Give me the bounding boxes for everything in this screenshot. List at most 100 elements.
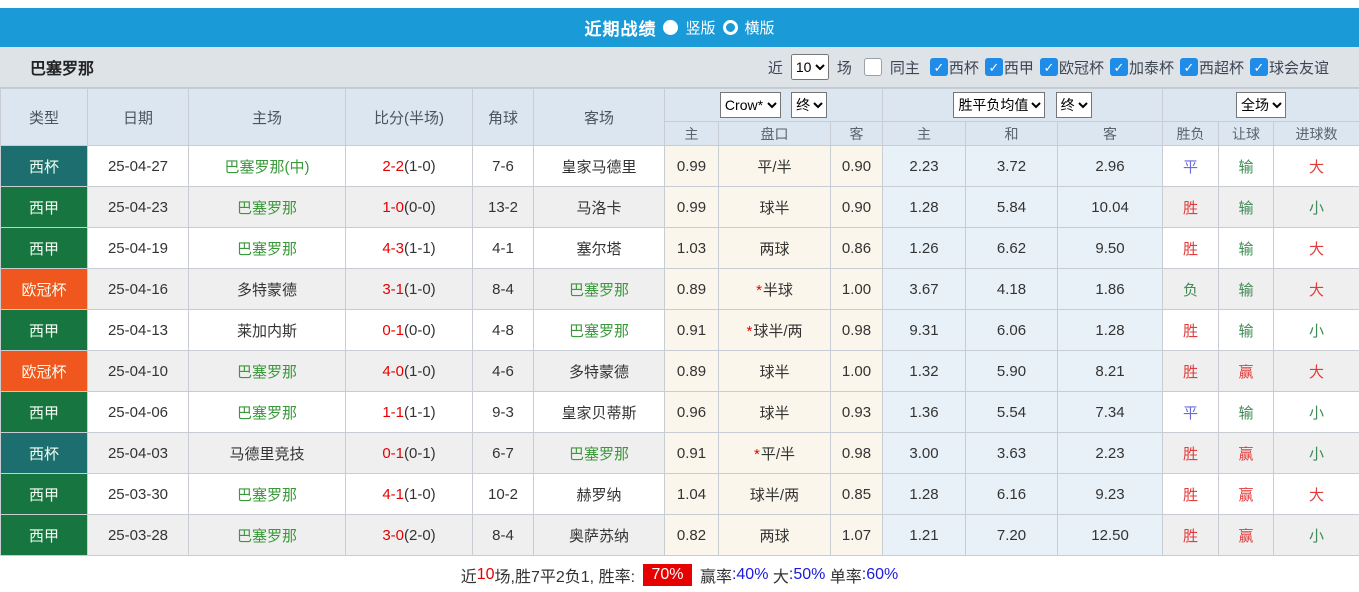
away-team-cell: 马洛卡 — [533, 186, 665, 228]
same-home-label[interactable]: 同主 — [889, 59, 920, 77]
avg-home-odds-cell: 1.28 — [882, 473, 967, 515]
corner-cell: 4-6 — [472, 350, 534, 392]
handicap-result-cell: 输 — [1218, 145, 1275, 187]
avg-away-odds-cell: 10.04 — [1057, 186, 1164, 228]
handicap-away-odds-cell: 1.00 — [829, 350, 884, 392]
table-row: 西杯 25-04-03 马德里竞技 0-1(0-1) 6-7 巴塞罗那 0.91 *平/半 0.… — [0, 432, 1359, 474]
goals-result-cell: 小 — [1273, 514, 1359, 556]
near-label: 近 — [767, 59, 783, 77]
date-cell: 25-03-28 — [87, 514, 189, 556]
avg-away-odds-cell: 1.28 — [1057, 309, 1164, 351]
league-checkbox[interactable]: ✓ — [1109, 58, 1128, 76]
handicap-cell: 两球 — [718, 227, 831, 269]
avg-away-odds-cell: 12.50 — [1057, 514, 1164, 556]
home-team-cell: 马德里竞技 — [188, 432, 346, 474]
league-type-cell: 欧冠杯 — [0, 350, 88, 392]
date-cell: 25-04-19 — [87, 227, 189, 269]
subheader-avg-away: 客 — [1057, 121, 1164, 146]
team-name: 巴塞罗那 — [30, 61, 95, 78]
league-checkbox[interactable]: ✓ — [1249, 58, 1268, 76]
handicap-home-odds-cell: 0.82 — [664, 514, 719, 556]
avg-home-odds-cell: 3.67 — [882, 268, 967, 310]
top-strip — [0, 0, 1359, 8]
avg-time-select[interactable]: 终 — [1055, 92, 1092, 118]
goals-result-cell: 大 — [1273, 268, 1359, 310]
league-checkbox[interactable]: ✓ — [1039, 58, 1058, 76]
avg-away-odds-cell: 2.96 — [1057, 145, 1164, 187]
league-checkbox-label[interactable]: 欧冠杯 — [1058, 59, 1104, 77]
avg-draw-odds-cell: 3.72 — [965, 145, 1059, 187]
same-home-checkbox[interactable] — [863, 58, 882, 76]
fulltime-select[interactable]: 全场 — [1236, 92, 1287, 118]
date-cell: 25-04-03 — [87, 432, 189, 474]
vertical-layout-radio[interactable] — [663, 20, 679, 35]
handicap-cell: 球半/两 — [718, 473, 831, 515]
goals-result-cell: 小 — [1273, 186, 1359, 228]
result-group-header: 全场 — [1162, 88, 1359, 122]
league-checkbox-label[interactable]: 西杯 — [948, 59, 979, 77]
away-team-cell: 皇家马德里 — [533, 145, 665, 187]
handicap-home-odds-cell: 0.99 — [664, 186, 719, 228]
match-count-select[interactable]: 10 — [790, 54, 829, 80]
subheader-handicap: 盘口 — [718, 121, 831, 146]
horizontal-layout-label[interactable]: 横版 — [744, 20, 775, 37]
league-checkbox-label[interactable]: 球会友谊 — [1268, 59, 1329, 77]
games-label: 场 — [836, 59, 852, 77]
handicap-home-odds-cell: 0.89 — [664, 268, 719, 310]
filter-bar: 巴塞罗那 近 10 场 同主 ✓ 西杯 ✓ 西甲 ✓ 欧冠杯 ✓ 加泰杯 ✓ 西超杯 ✓ 球会友谊 — [0, 47, 1359, 88]
summary-text: 近 — [460, 568, 477, 586]
avg-home-odds-cell: 1.21 — [882, 514, 967, 556]
league-type-cell: 西杯 — [0, 145, 88, 187]
date-cell: 25-04-06 — [87, 391, 189, 433]
league-checkbox-label[interactable]: 西甲 — [1003, 59, 1034, 77]
goals-result-cell: 大 — [1273, 350, 1359, 392]
table-row: 西甲 25-03-28 巴塞罗那 3-0(2-0) 8-4 奥萨苏纳 0.82 两球 1.07 1… — [0, 514, 1359, 556]
subheader-handicap-result: 让球 — [1218, 121, 1275, 146]
handicap-time-select[interactable]: 终 — [791, 92, 828, 118]
avg-home-odds-cell: 1.32 — [882, 350, 967, 392]
away-team-cell: 巴塞罗那 — [533, 309, 665, 351]
avg-home-odds-cell: 1.26 — [882, 227, 967, 269]
handicap-away-odds-cell: 1.07 — [829, 514, 884, 556]
goals-result-cell: 大 — [1273, 145, 1359, 187]
avg-odds-select[interactable]: 胜平负均值 — [953, 92, 1046, 118]
handicap-cell: 平/半 — [718, 145, 831, 187]
handicap-away-odds-cell: 0.98 — [829, 309, 884, 351]
summary-footer: 近 10 场,胜7平2负1, 胜率: 70% 赢率:40% 大:50% 单率:60% — [0, 556, 1359, 592]
table-header-selects: 类型 日期 主场 比分(半场) 角球 客场 Crow* 终 胜平负均值 终 全场 — [0, 88, 1359, 146]
date-cell: 25-04-10 — [87, 350, 189, 392]
league-checkbox-label[interactable]: 加泰杯 — [1128, 59, 1174, 77]
bookmaker-select[interactable]: Crow* — [719, 92, 781, 118]
league-checkbox[interactable]: ✓ — [984, 58, 1003, 76]
league-checkbox[interactable]: ✓ — [929, 58, 948, 76]
away-team-cell: 皇家贝蒂斯 — [533, 391, 665, 433]
handicap-result-cell: 赢 — [1218, 473, 1275, 515]
col-header-corner: 角球 — [472, 88, 534, 146]
avg-home-odds-cell: 1.28 — [882, 186, 967, 228]
handicap-change-star: * — [746, 322, 753, 340]
away-team-cell: 巴塞罗那 — [533, 432, 665, 474]
handicap-result-cell: 赢 — [1218, 514, 1275, 556]
away-team-cell: 赫罗纳 — [533, 473, 665, 515]
win-rate-badge: 70% — [643, 563, 692, 586]
result-cell: 胜 — [1162, 350, 1220, 392]
table-row: 西甲 25-04-06 巴塞罗那 1-1(1-1) 9-3 皇家贝蒂斯 0.96 球半 0.93… — [0, 391, 1359, 433]
table-row: 西甲 25-04-13 莱加内斯 0-1(0-0) 4-8 巴塞罗那 0.91 *球半/两 0.… — [0, 309, 1359, 351]
summary-text: 单率 — [825, 568, 862, 586]
vertical-layout-label[interactable]: 竖版 — [685, 20, 716, 37]
title-bar: 近期战绩 竖版 横版 — [0, 8, 1359, 47]
handicap-home-odds-cell: 0.91 — [664, 432, 719, 474]
avg-draw-odds-cell: 6.62 — [965, 227, 1059, 269]
handicap-result-cell: 赢 — [1218, 350, 1275, 392]
avg-draw-odds-cell: 6.06 — [965, 309, 1059, 351]
score-cell: 1-0(0-0) — [345, 186, 473, 228]
avg-draw-odds-cell: 3.63 — [965, 432, 1059, 474]
handicap-result-cell: 赢 — [1218, 432, 1275, 474]
handicap-change-star: * — [756, 281, 762, 299]
league-checkbox[interactable]: ✓ — [1179, 58, 1198, 76]
horizontal-layout-radio[interactable] — [722, 20, 738, 35]
league-checkbox-label[interactable]: 西超杯 — [1198, 59, 1244, 77]
date-cell: 25-04-13 — [87, 309, 189, 351]
league-type-cell: 西甲 — [0, 514, 88, 556]
result-cell: 平 — [1162, 391, 1220, 433]
